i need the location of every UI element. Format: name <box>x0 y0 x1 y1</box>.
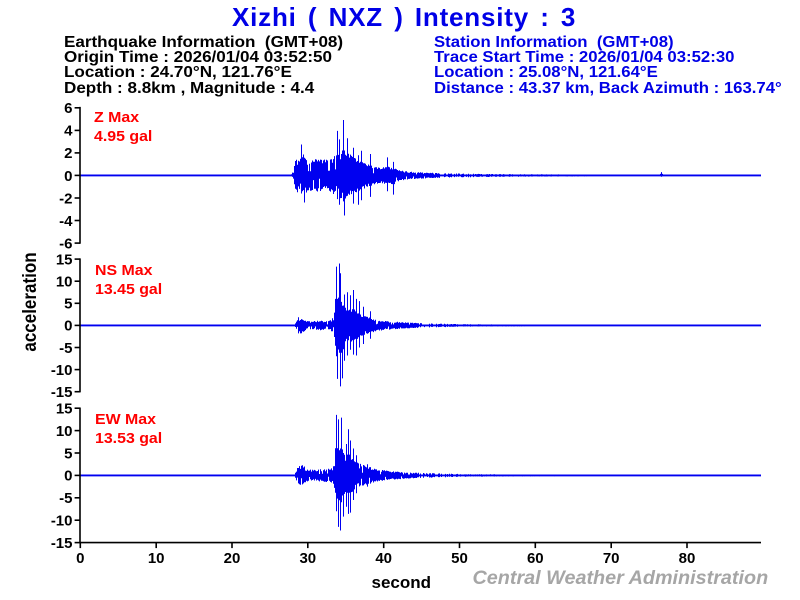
svg-text:60: 60 <box>527 550 544 567</box>
svg-text:-15: -15 <box>51 535 73 552</box>
svg-text:40: 40 <box>375 550 392 567</box>
svg-text:10: 10 <box>148 550 165 567</box>
svg-text:-6: -6 <box>59 235 72 252</box>
svg-text:10: 10 <box>56 274 73 291</box>
svg-text:0: 0 <box>64 168 72 185</box>
svg-text:-10: -10 <box>51 362 73 379</box>
svg-text:70: 70 <box>603 550 620 567</box>
svg-text:2: 2 <box>64 145 72 162</box>
svg-text:15: 15 <box>56 401 73 418</box>
svg-text:0: 0 <box>64 318 72 335</box>
svg-text:10: 10 <box>56 423 73 440</box>
svg-text:5: 5 <box>64 296 72 313</box>
svg-text:-2: -2 <box>59 190 72 207</box>
svg-text:20: 20 <box>224 550 241 567</box>
svg-text:0: 0 <box>64 468 72 485</box>
svg-text:5: 5 <box>64 445 72 462</box>
svg-text:0: 0 <box>76 550 84 567</box>
svg-text:50: 50 <box>451 550 468 567</box>
svg-text:-15: -15 <box>51 384 73 401</box>
svg-text:-5: -5 <box>59 340 72 357</box>
svg-text:4: 4 <box>64 123 73 140</box>
svg-text:-4: -4 <box>59 213 73 230</box>
svg-text:80: 80 <box>679 550 696 567</box>
svg-text:6: 6 <box>64 100 72 117</box>
svg-text:30: 30 <box>299 550 316 567</box>
svg-text:15: 15 <box>56 251 73 268</box>
svg-text:-10: -10 <box>51 513 73 530</box>
svg-text:-5: -5 <box>59 490 72 507</box>
